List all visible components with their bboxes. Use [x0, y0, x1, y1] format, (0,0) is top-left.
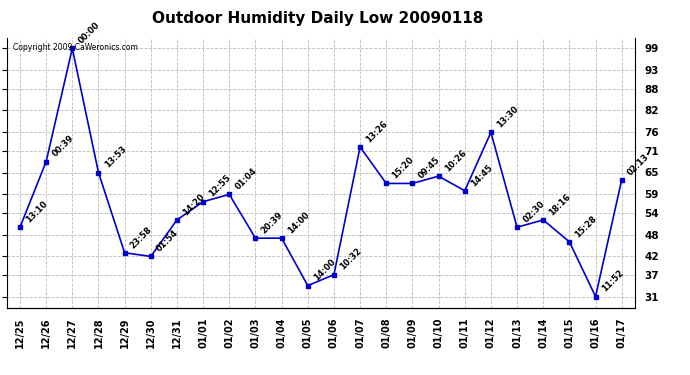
- Text: 14:00: 14:00: [286, 210, 311, 236]
- Text: 12:55: 12:55: [207, 174, 233, 199]
- Text: 09:45: 09:45: [417, 156, 442, 181]
- Text: 10:26: 10:26: [443, 148, 468, 173]
- Text: 10:32: 10:32: [338, 247, 364, 272]
- Text: 01:54: 01:54: [155, 228, 180, 254]
- Text: 13:53: 13:53: [103, 144, 128, 170]
- Text: 00:00: 00:00: [77, 21, 101, 46]
- Text: 15:20: 15:20: [391, 155, 415, 181]
- Text: 18:16: 18:16: [547, 192, 573, 217]
- Text: 00:39: 00:39: [50, 134, 75, 159]
- Text: 13:30: 13:30: [495, 105, 520, 130]
- Text: 02:30: 02:30: [521, 200, 546, 225]
- Text: 14:00: 14:00: [312, 258, 337, 283]
- Text: 11:52: 11:52: [600, 268, 625, 294]
- Text: 01:04: 01:04: [233, 166, 259, 192]
- Text: Outdoor Humidity Daily Low 20090118: Outdoor Humidity Daily Low 20090118: [152, 11, 483, 26]
- Text: Copyright 2009 CaWeronics.com: Copyright 2009 CaWeronics.com: [13, 43, 138, 52]
- Text: 14:20: 14:20: [181, 192, 206, 217]
- Text: 13:26: 13:26: [364, 119, 390, 144]
- Text: 15:28: 15:28: [573, 214, 599, 239]
- Text: 13:10: 13:10: [24, 199, 50, 225]
- Text: 02:13: 02:13: [626, 152, 651, 177]
- Text: 20:39: 20:39: [259, 210, 285, 236]
- Text: 14:45: 14:45: [469, 163, 494, 188]
- Text: 23:58: 23:58: [129, 225, 154, 250]
